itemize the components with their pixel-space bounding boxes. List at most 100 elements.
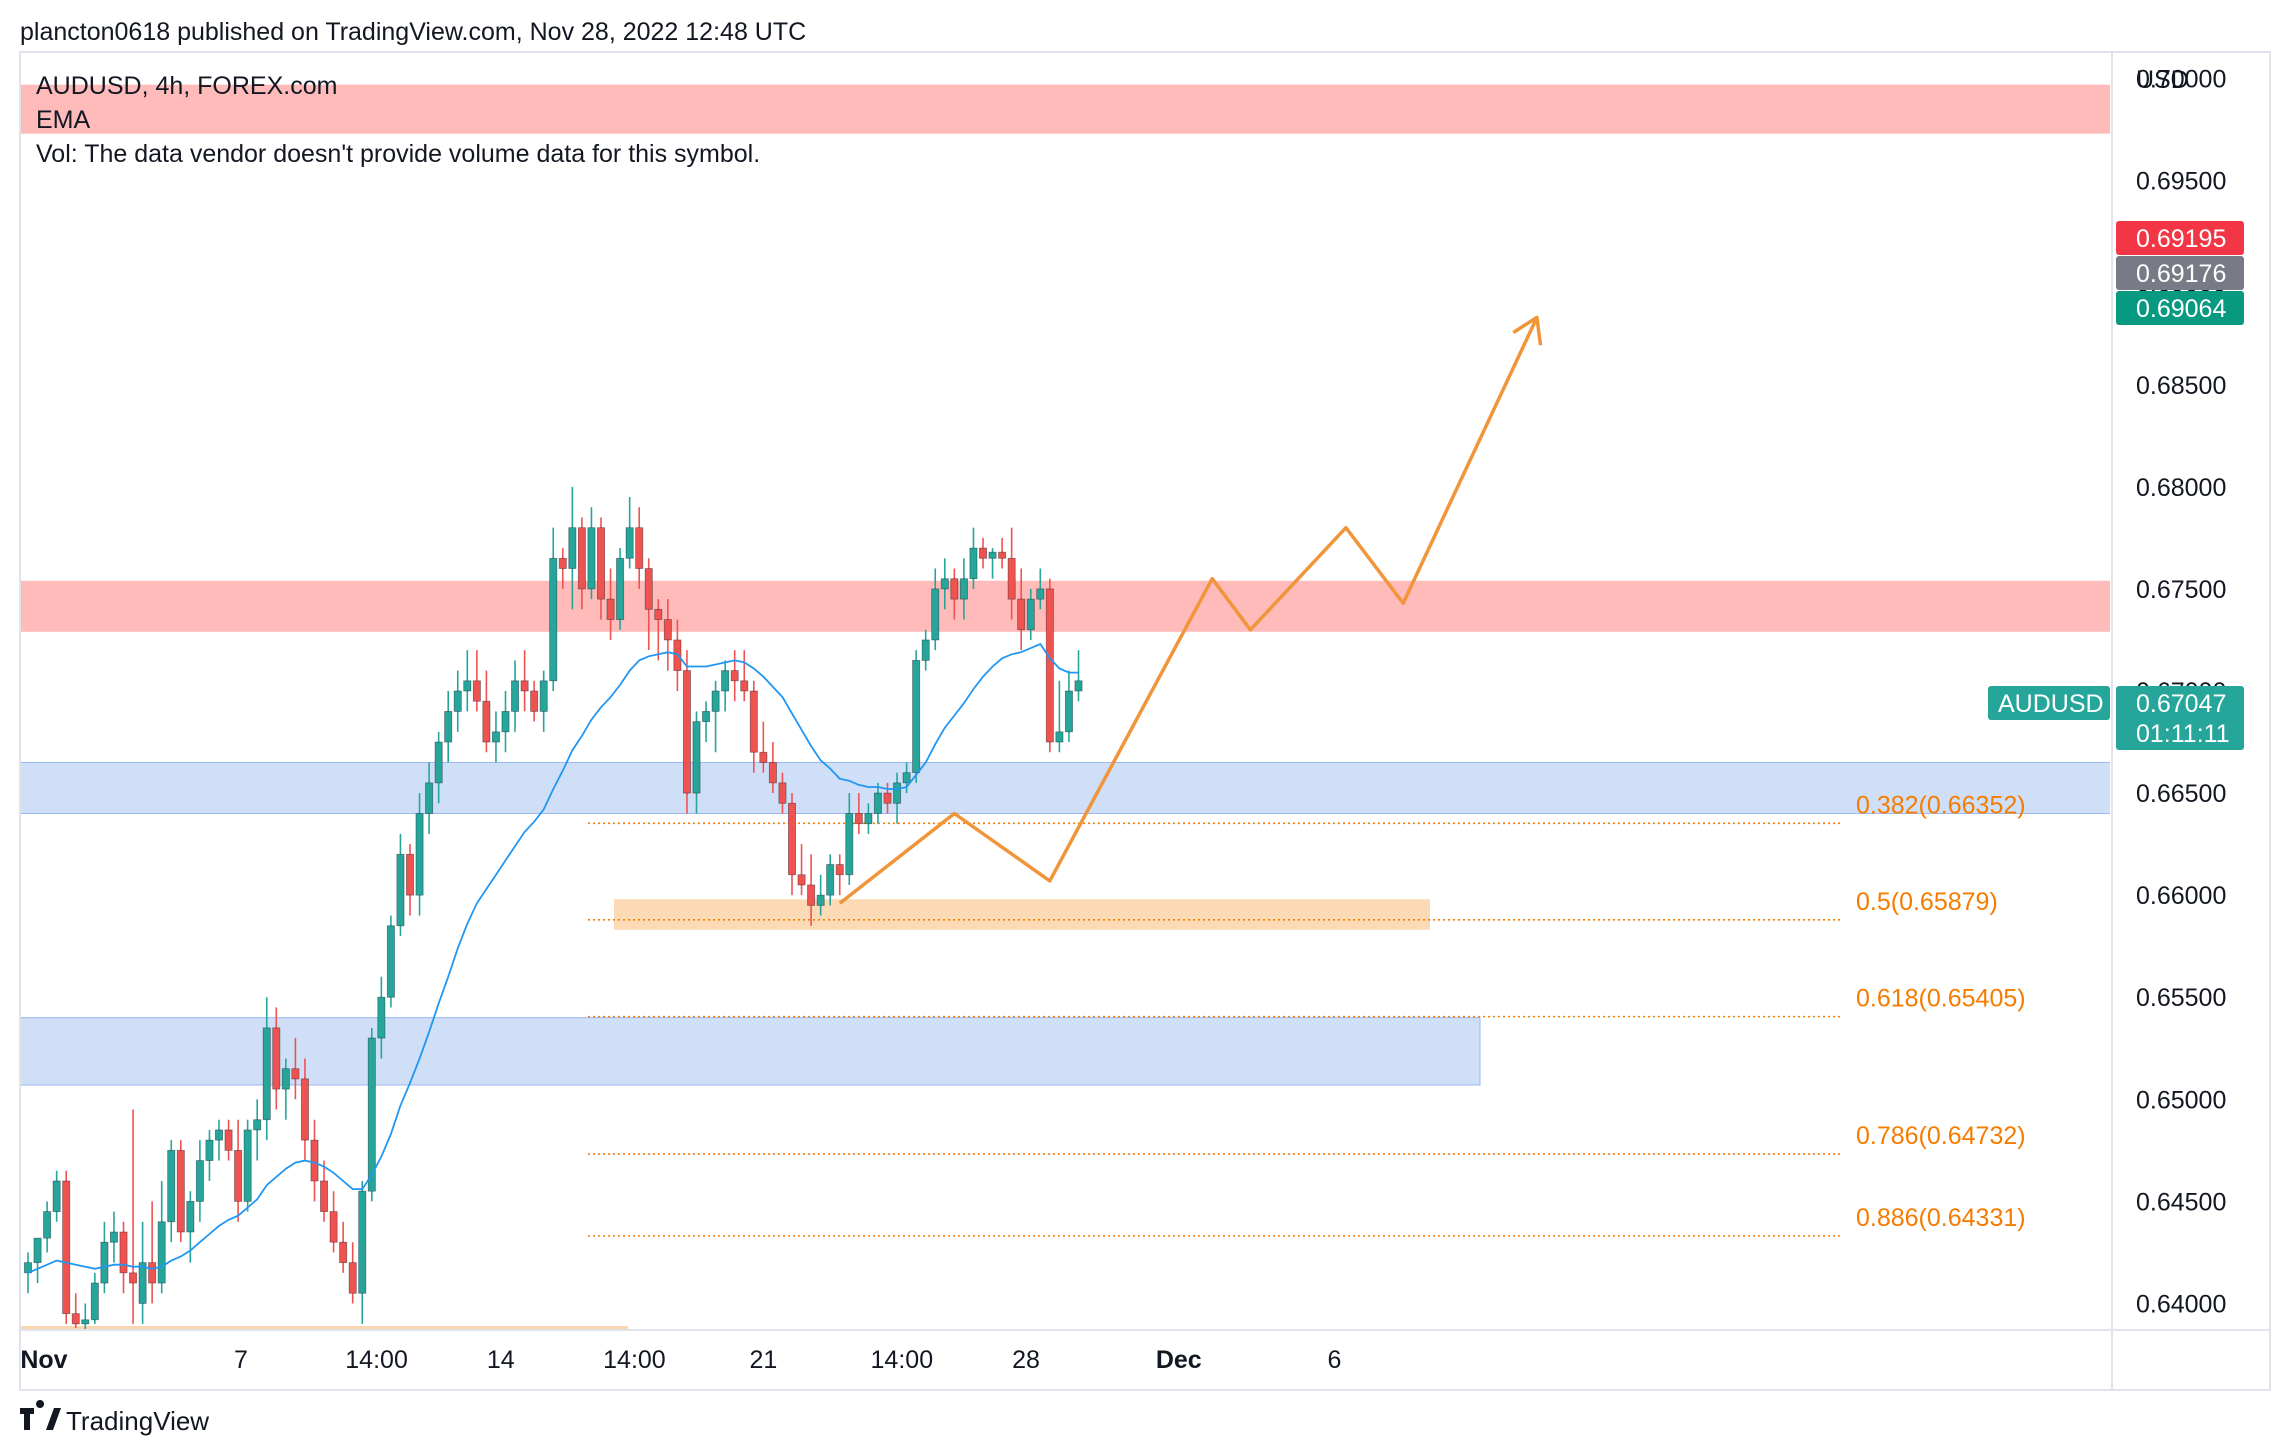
candle[interactable] <box>702 701 711 743</box>
candle[interactable] <box>950 568 959 620</box>
candle[interactable] <box>396 833 405 936</box>
resistance-zone[interactable] <box>20 84 2112 134</box>
candle[interactable] <box>730 650 739 702</box>
candle[interactable] <box>148 1201 157 1304</box>
candle[interactable] <box>157 1180 166 1294</box>
candle[interactable] <box>1017 568 1026 651</box>
projection-path[interactable] <box>838 316 1539 905</box>
candle[interactable] <box>807 854 816 926</box>
candle[interactable] <box>339 1221 348 1273</box>
candle[interactable] <box>425 762 434 834</box>
candle[interactable] <box>482 670 491 753</box>
candle[interactable] <box>893 772 902 824</box>
candle[interactable] <box>606 568 615 640</box>
candle[interactable] <box>434 731 443 804</box>
candle[interactable] <box>501 691 510 753</box>
candle[interactable] <box>568 486 577 610</box>
candle[interactable] <box>940 558 949 610</box>
candle[interactable] <box>816 874 825 916</box>
candle[interactable] <box>644 558 653 651</box>
candle[interactable] <box>778 772 787 814</box>
candle[interactable] <box>81 1303 90 1334</box>
candle[interactable] <box>43 1201 52 1253</box>
candle[interactable] <box>1007 527 1016 620</box>
candle[interactable] <box>826 854 835 906</box>
candle[interactable] <box>491 711 500 763</box>
candle[interactable] <box>625 497 634 569</box>
candle[interactable] <box>23 1252 32 1294</box>
symbol-price-tag[interactable]: AUDUSD 0.67047 01:11:11 <box>1988 686 2244 750</box>
candle[interactable] <box>797 844 806 896</box>
candle[interactable] <box>511 660 520 732</box>
candle[interactable] <box>549 527 558 691</box>
candle[interactable] <box>444 691 453 763</box>
candle[interactable] <box>253 1099 262 1161</box>
candle[interactable] <box>234 1119 243 1222</box>
candle[interactable] <box>1055 680 1064 753</box>
candle[interactable] <box>119 1221 128 1294</box>
candle[interactable] <box>998 537 1007 569</box>
candle[interactable] <box>835 854 844 896</box>
candle[interactable] <box>281 1058 290 1120</box>
candle[interactable] <box>931 568 940 651</box>
candle[interactable] <box>749 680 758 773</box>
candle[interactable] <box>100 1221 109 1294</box>
legend-indicator[interactable]: EMA <box>36 106 91 134</box>
candle[interactable] <box>740 650 749 702</box>
candle[interactable] <box>463 650 472 712</box>
candle[interactable] <box>386 915 395 1008</box>
candle[interactable] <box>262 997 271 1141</box>
candle[interactable] <box>682 650 691 814</box>
candle[interactable] <box>348 1242 357 1304</box>
candle[interactable] <box>224 1119 233 1161</box>
candle[interactable] <box>358 1180 367 1324</box>
candle[interactable] <box>902 762 911 794</box>
candle[interactable] <box>883 782 892 814</box>
candle[interactable] <box>692 711 701 814</box>
candle[interactable] <box>329 1191 338 1253</box>
support-zone[interactable] <box>20 761 2112 814</box>
candle[interactable] <box>921 629 930 671</box>
candle[interactable] <box>768 742 777 794</box>
candle[interactable] <box>788 793 797 896</box>
candle[interactable] <box>635 507 644 589</box>
candle[interactable] <box>377 976 386 1059</box>
candle[interactable] <box>1026 588 1035 640</box>
candle[interactable] <box>759 721 768 773</box>
candle[interactable] <box>988 548 997 579</box>
candle[interactable] <box>587 507 596 600</box>
candle[interactable] <box>539 670 548 732</box>
candle[interactable] <box>597 517 606 620</box>
legend-symbol[interactable]: AUDUSD, 4h, FOREX.com <box>36 72 337 100</box>
support-zone[interactable] <box>20 1017 1481 1086</box>
candle[interactable] <box>616 548 625 630</box>
candle[interactable] <box>52 1170 61 1222</box>
demand-zone[interactable] <box>614 899 1430 930</box>
candle[interactable] <box>62 1170 71 1324</box>
candle[interactable] <box>520 650 529 712</box>
candle[interactable] <box>291 1038 300 1100</box>
candle[interactable] <box>138 1221 147 1324</box>
candle[interactable] <box>300 1058 309 1161</box>
candle[interactable] <box>912 650 921 783</box>
candle[interactable] <box>721 660 730 712</box>
candle[interactable] <box>577 517 586 610</box>
candle[interactable] <box>711 680 720 753</box>
candle[interactable] <box>195 1140 204 1222</box>
candle[interactable] <box>1064 670 1073 743</box>
candle[interactable] <box>176 1140 185 1243</box>
candle[interactable] <box>90 1272 99 1324</box>
candle[interactable] <box>205 1129 214 1181</box>
candle[interactable] <box>1036 568 1045 610</box>
candle[interactable] <box>129 1109 138 1324</box>
candle[interactable] <box>320 1160 329 1222</box>
candle[interactable] <box>310 1119 319 1202</box>
candle[interactable] <box>405 844 414 916</box>
candle[interactable] <box>864 803 873 834</box>
candle[interactable] <box>979 537 988 569</box>
tradingview-logo[interactable]: TradingView <box>20 1400 209 1436</box>
candle[interactable] <box>663 599 672 671</box>
resistance-zone[interactable] <box>20 580 2112 632</box>
ema-line[interactable] <box>27 642 1079 1274</box>
candle[interactable] <box>453 670 462 732</box>
